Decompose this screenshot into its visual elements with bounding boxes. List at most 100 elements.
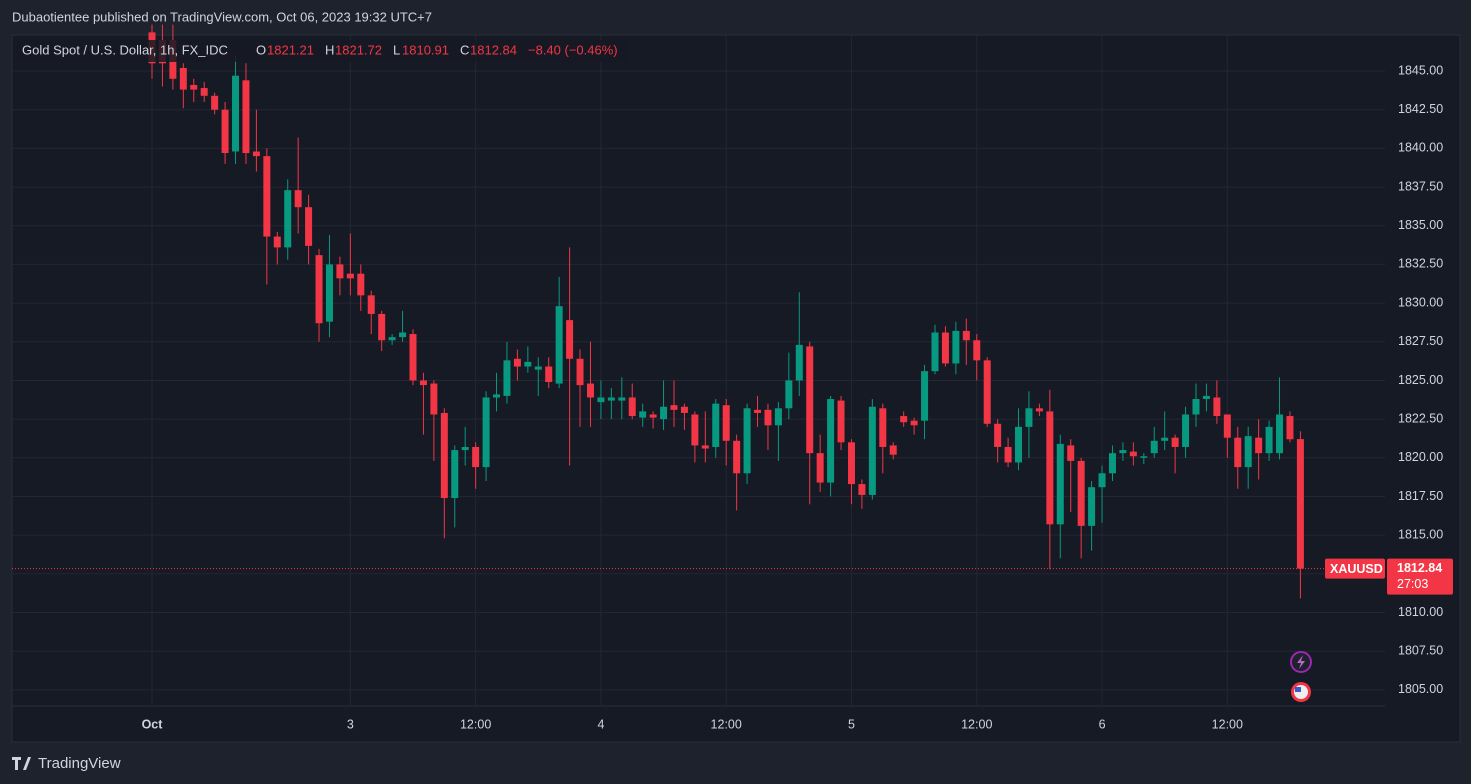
- legend-l: L: [393, 42, 400, 57]
- candle-body: [357, 273, 365, 296]
- candle-body: [1161, 437, 1169, 441]
- candle-body: [1255, 437, 1263, 454]
- price-tag-value: 1812.84: [1397, 561, 1442, 575]
- price-tag-symbol-bg: [1325, 558, 1385, 579]
- candle-body: [660, 406, 668, 420]
- candle-body: [701, 445, 709, 449]
- y-tick-label: 1830.00: [1398, 295, 1443, 309]
- y-tick-label: 1820.00: [1398, 450, 1443, 464]
- flag-canton: [1295, 687, 1301, 692]
- candle-body: [190, 84, 198, 90]
- y-tick-label: 1805.00: [1398, 682, 1443, 696]
- candle-body: [858, 484, 866, 495]
- candle-body: [1025, 408, 1033, 427]
- candle-body: [1004, 446, 1012, 463]
- candle-body: [513, 358, 521, 367]
- candle-body: [545, 366, 553, 383]
- y-tick-label: 1815.00: [1398, 527, 1443, 541]
- candle-body: [868, 406, 876, 495]
- candle-body: [670, 405, 678, 410]
- candle-body: [827, 399, 835, 483]
- candle-body: [242, 80, 250, 154]
- footer: TradingView: [12, 755, 121, 772]
- y-tick-label: 1840.00: [1398, 141, 1443, 155]
- candle-body: [1234, 437, 1242, 468]
- candle-body: [910, 420, 918, 426]
- candle-body: [597, 397, 605, 403]
- y-tick-label: 1817.50: [1398, 489, 1443, 503]
- candle-body: [764, 409, 772, 426]
- legend-bg: [16, 40, 628, 62]
- lightning: [1297, 655, 1305, 669]
- candle-body: [639, 411, 647, 418]
- candle-body: [994, 423, 1002, 447]
- candle-body: [252, 151, 260, 157]
- candle-body: [733, 440, 741, 474]
- candle-body: [785, 380, 793, 409]
- candle-body: [722, 405, 730, 441]
- candle-body: [712, 403, 720, 447]
- candle-body: [983, 360, 991, 424]
- footer-brand: TradingView: [38, 755, 121, 772]
- candle-body: [889, 445, 897, 455]
- candle-body: [1202, 395, 1210, 400]
- x-tick-label: 4: [597, 717, 604, 731]
- x-tick-label: 12:00: [460, 717, 491, 731]
- candle-body: [1276, 414, 1284, 454]
- candle-body: [232, 75, 240, 152]
- candle-body: [346, 273, 354, 279]
- x-tick-label: Oct: [142, 717, 164, 731]
- candle-body: [440, 412, 448, 499]
- candle-body: [1182, 414, 1190, 447]
- legend-close: 1812.84: [470, 42, 517, 57]
- candle-body: [847, 442, 855, 485]
- legend-c: C: [460, 42, 469, 57]
- chart-panel: [11, 34, 1461, 743]
- candle-body: [680, 406, 688, 413]
- candle-body: [1192, 399, 1200, 415]
- candle-body: [806, 346, 814, 454]
- candle-body: [941, 332, 949, 364]
- candle-body: [1077, 460, 1085, 526]
- price-tag-countdown: 27:03: [1397, 577, 1428, 591]
- candle-body: [691, 414, 699, 446]
- logo: [12, 757, 31, 770]
- candle-body: [367, 295, 375, 314]
- x-tick-label: 3: [347, 717, 354, 731]
- candle-body: [816, 453, 824, 483]
- candle-body: [524, 361, 532, 367]
- candle-body: [649, 414, 657, 418]
- candle-body: [1150, 440, 1158, 454]
- candle-body: [179, 67, 187, 90]
- candle-body: [388, 337, 396, 341]
- y-tick-label: 1837.50: [1398, 179, 1443, 193]
- candle-body: [774, 408, 782, 426]
- candle-body: [409, 334, 417, 381]
- candle-body: [628, 397, 636, 417]
- candle-body: [263, 156, 271, 237]
- header-text: Dubaotientee published on TradingView.co…: [12, 9, 432, 24]
- candle-body: [315, 255, 323, 324]
- candle-body: [1098, 473, 1106, 488]
- y-tick-label: 1822.50: [1398, 411, 1443, 425]
- candle-body: [743, 408, 751, 474]
- legend: Gold Spot / U.S. Dollar, 1h, FX_IDC O 18…: [16, 40, 628, 62]
- y-tick-label: 1842.50: [1398, 102, 1443, 116]
- candle-body: [336, 264, 344, 279]
- legend-open: 1821.21: [267, 42, 314, 57]
- candle-body: [305, 207, 313, 246]
- legend-h: H: [325, 42, 334, 57]
- candle-body: [461, 446, 469, 451]
- candle-body: [503, 360, 511, 396]
- candle-body: [1088, 487, 1096, 526]
- y-tick-label: 1827.50: [1398, 334, 1443, 348]
- candle-body: [1140, 456, 1148, 458]
- price-tag-bg: [1387, 558, 1453, 595]
- candle-body: [294, 190, 302, 208]
- y-tick-label: 1835.00: [1398, 218, 1443, 232]
- candle-body: [1213, 397, 1221, 417]
- candle-body: [931, 332, 939, 372]
- candle-body: [325, 264, 333, 322]
- candle-body: [1056, 443, 1064, 525]
- legend-high: 1821.72: [335, 42, 382, 57]
